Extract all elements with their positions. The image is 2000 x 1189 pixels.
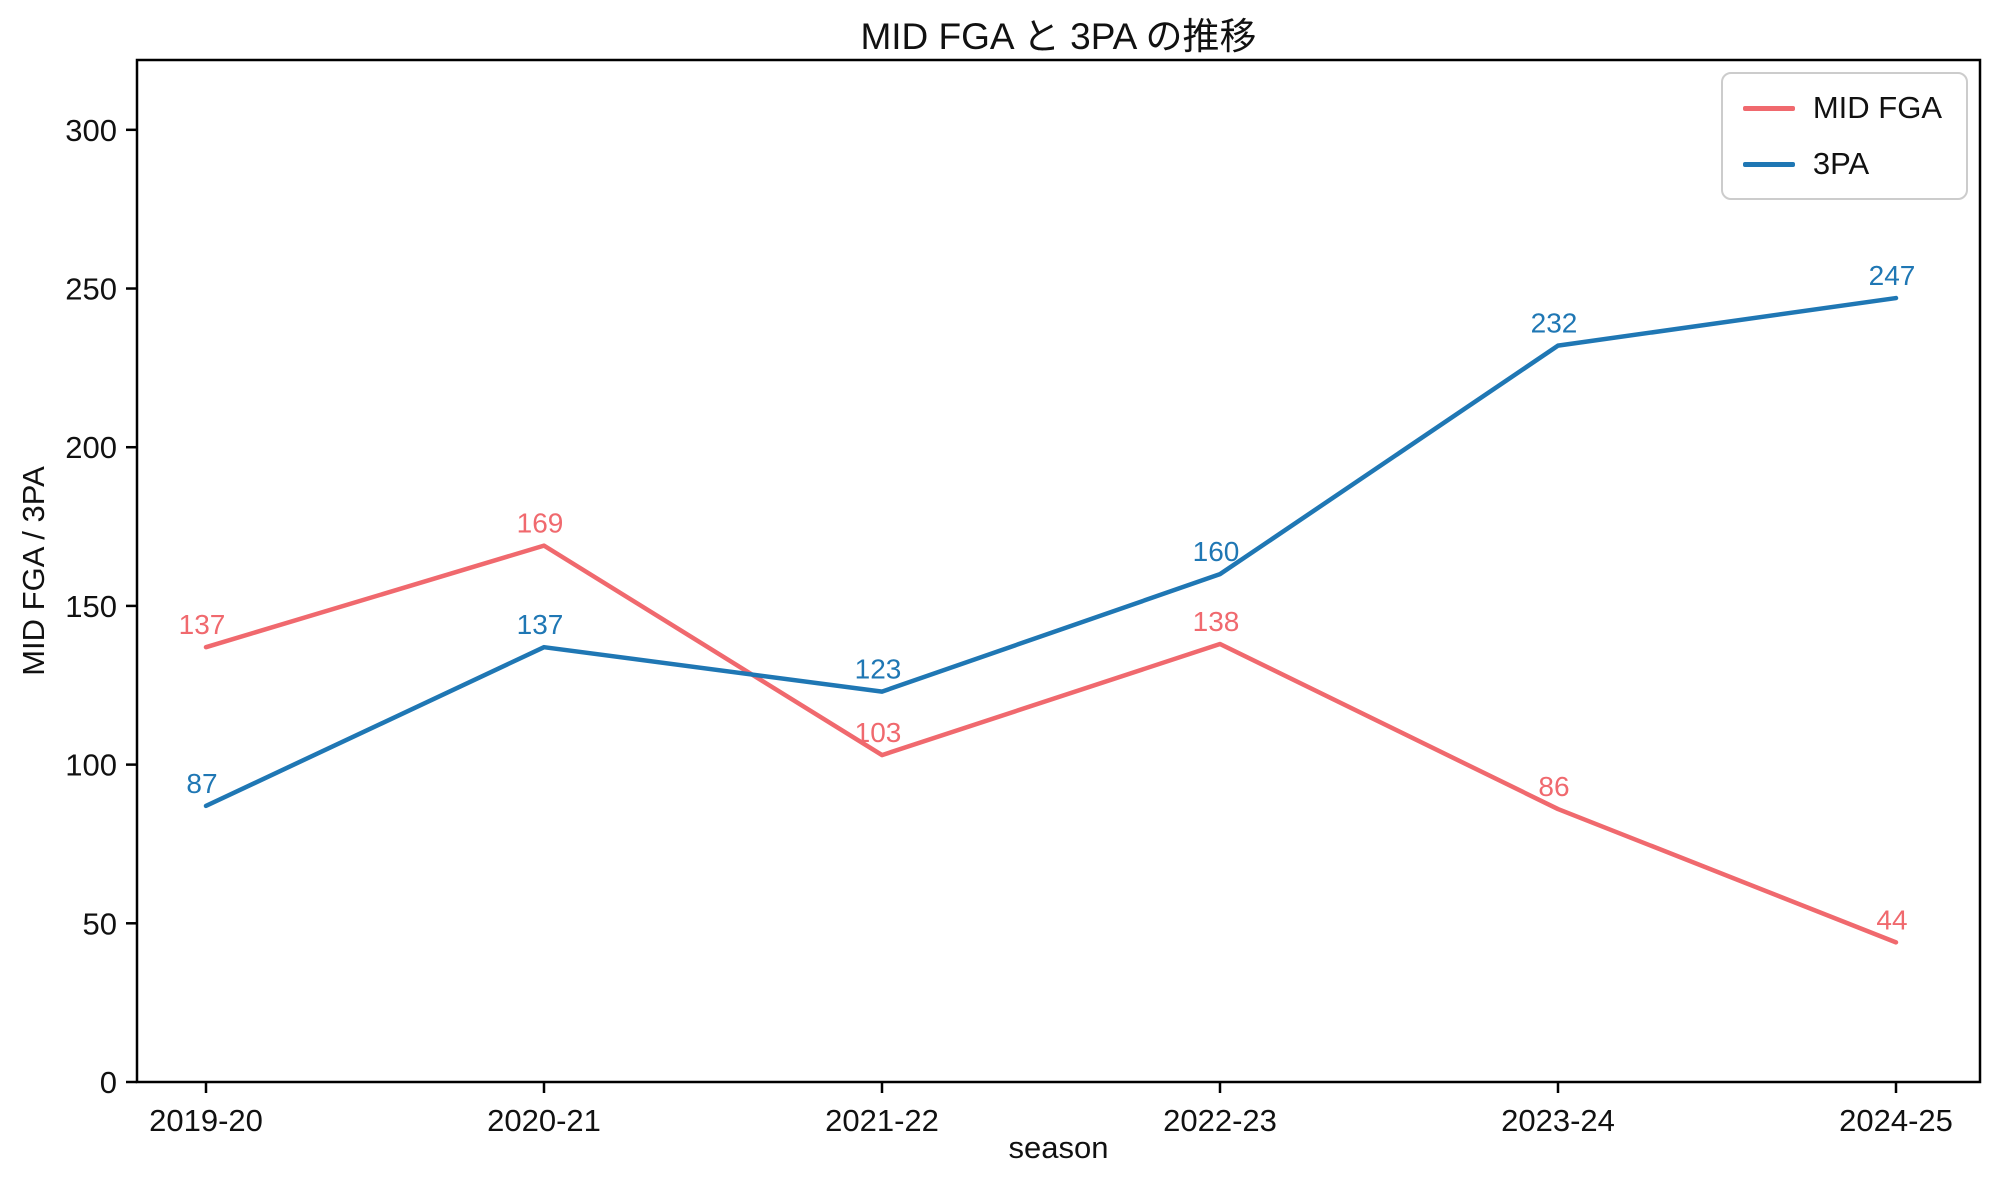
data-label-mid-fga: 86 bbox=[1538, 771, 1569, 802]
series-line-mid-fga bbox=[203, 543, 1899, 945]
x-tick-label: 2023-24 bbox=[1501, 1103, 1615, 1138]
x-tick-label: 2022-23 bbox=[1163, 1103, 1277, 1138]
y-tick-label: 200 bbox=[65, 430, 117, 465]
legend-item-3pa: 3PA bbox=[1742, 146, 1942, 182]
data-label-mid-fga: 103 bbox=[855, 717, 902, 748]
series-line-3pa bbox=[203, 295, 1899, 809]
y-axis-label: MID FGA / 3PA bbox=[16, 466, 51, 676]
y-tick-label: 50 bbox=[83, 906, 117, 941]
y-tick-label: 150 bbox=[65, 589, 117, 624]
legend-line-swatch bbox=[1742, 105, 1795, 111]
data-label-3pa: 123 bbox=[855, 654, 902, 685]
y-tick-label: 0 bbox=[100, 1065, 117, 1100]
data-label-mid-fga: 44 bbox=[1876, 904, 1907, 935]
legend-label: MID FGA bbox=[1812, 90, 1942, 125]
y-tick-label: 300 bbox=[65, 113, 117, 148]
legend-label: 3PA bbox=[1812, 146, 1870, 181]
y-tick-label: 250 bbox=[65, 272, 117, 307]
data-label-3pa: 247 bbox=[1869, 260, 1916, 291]
legend: MID FGA 3PA bbox=[1720, 72, 1968, 200]
data-label-mid-fga: 137 bbox=[179, 609, 226, 640]
x-axis-label: season bbox=[1008, 1130, 1109, 1165]
legend-item-mid-fga: MID FGA bbox=[1742, 90, 1942, 126]
y-tick-label: 100 bbox=[65, 748, 117, 783]
data-label-3pa: 137 bbox=[517, 609, 564, 640]
data-label-mid-fga: 138 bbox=[1193, 606, 1240, 637]
data-label-3pa: 160 bbox=[1193, 536, 1240, 567]
plot-border bbox=[135, 58, 1982, 1084]
chart-title: MID FGA と 3PA の推移 bbox=[860, 16, 1257, 57]
data-label-3pa: 232 bbox=[1531, 308, 1578, 339]
x-tick-label: 2021-22 bbox=[825, 1103, 939, 1138]
data-label-3pa: 87 bbox=[186, 768, 217, 799]
x-tick-label: 2024-25 bbox=[1839, 1103, 1953, 1138]
x-tick-label: 2020-21 bbox=[487, 1103, 601, 1138]
x-tick-label: 2019-20 bbox=[149, 1103, 263, 1138]
legend-line-swatch bbox=[1742, 161, 1795, 167]
data-label-mid-fga: 169 bbox=[517, 508, 564, 539]
